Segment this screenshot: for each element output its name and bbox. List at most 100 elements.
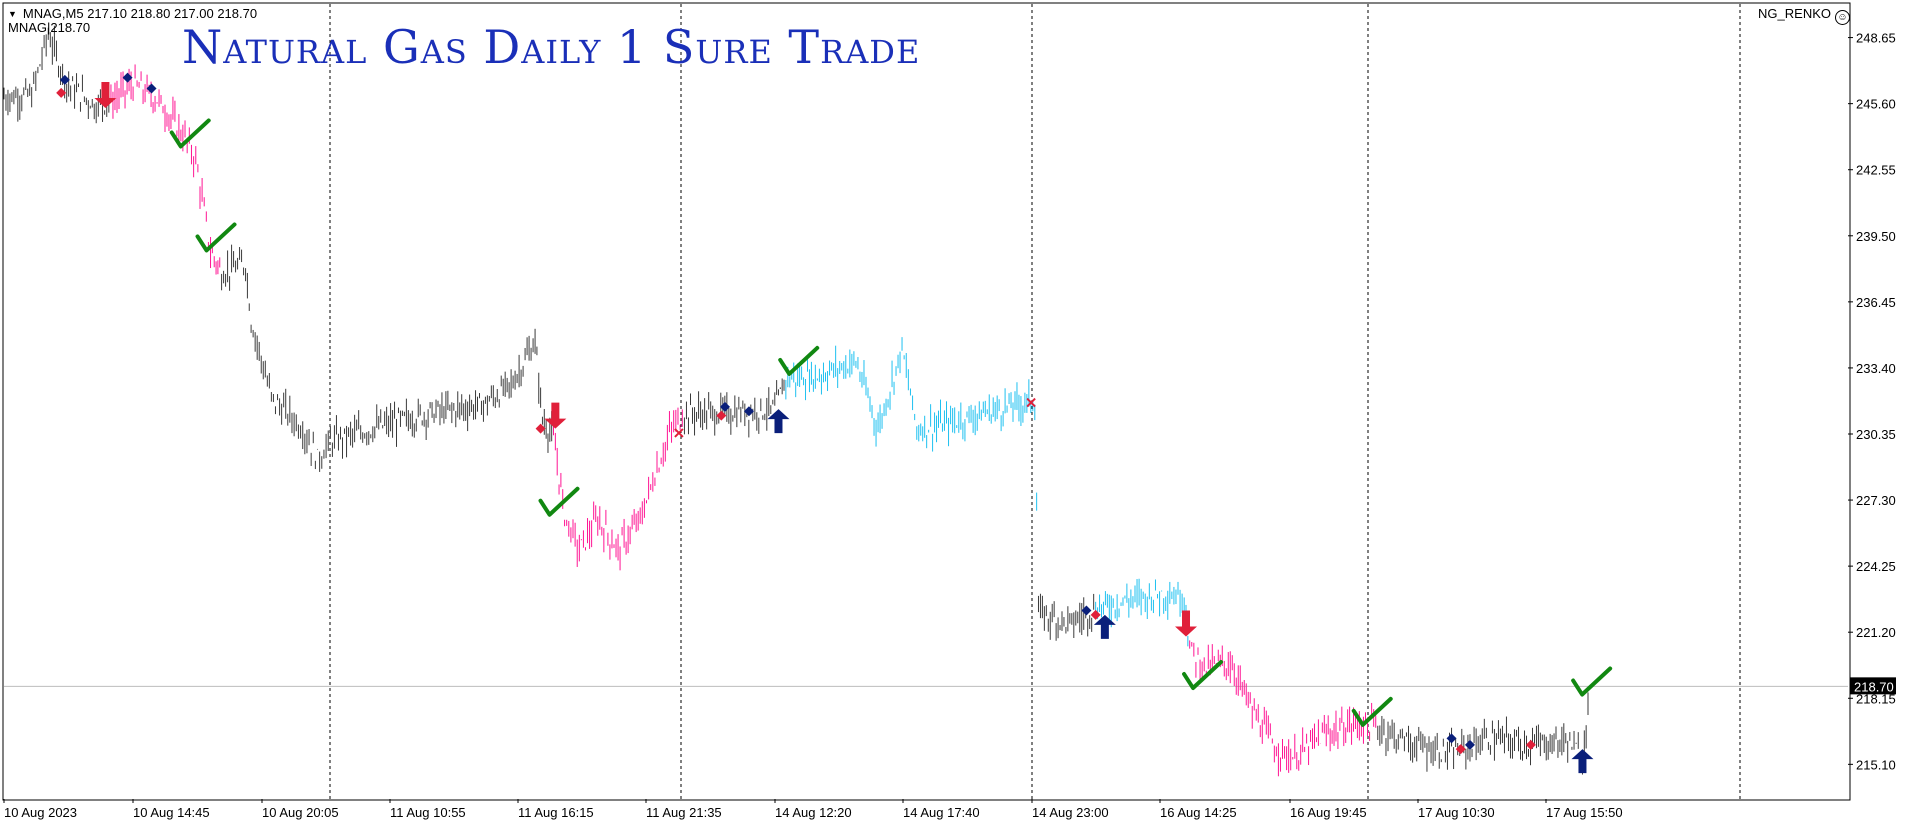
price-segment-neutral (1037, 593, 1069, 641)
price-segment-bullish (943, 401, 980, 447)
collapse-triangle-icon[interactable]: ▼ (8, 9, 17, 19)
buy-diamond-icon (122, 72, 133, 83)
price-tag: MNAG|218.70 (8, 20, 91, 35)
buy-arrow-icon (767, 409, 790, 434)
price-segment-bearish (1189, 640, 1205, 681)
price-segment-neutral (1377, 715, 1414, 763)
price-segment-bearish (564, 519, 578, 567)
buy-diamond-icon (743, 406, 754, 417)
buy-diamond-icon (59, 74, 70, 85)
sell-arrow-icon (94, 81, 117, 108)
price-segment-bearish (617, 509, 639, 571)
price-segment-bearish (1294, 719, 1323, 771)
sell-diamond-icon (1525, 739, 1536, 750)
price-segment-neutral (289, 395, 302, 439)
sell-arrow-icon (544, 402, 567, 429)
y-tick-label: 242.55 (1856, 163, 1896, 178)
sell-diamond-icon (716, 410, 727, 421)
price-segment-neutral (3, 78, 31, 122)
check-mark-icon (1182, 660, 1224, 691)
exit-cross-icon (674, 428, 684, 438)
x-tick-label: 10 Aug 2023 (4, 805, 77, 820)
check-mark-icon (169, 118, 211, 149)
price-segment-neutral (1534, 723, 1567, 761)
session-separators (329, 4, 1741, 799)
y-tick-label: 245.60 (1856, 97, 1896, 112)
check-mark-icon (195, 222, 237, 253)
indicator-label[interactable]: NG_RENKO ☺ (1758, 6, 1850, 25)
price-segment-bearish (671, 407, 683, 443)
y-tick-label: 227.30 (1856, 493, 1896, 508)
price-segment-neutral (1414, 726, 1450, 772)
y-tick-label: 218.15 (1856, 691, 1896, 706)
price-segment-neutral (482, 371, 510, 422)
price-segment-neutral (270, 388, 289, 426)
buy-diamond-icon (1446, 733, 1457, 744)
price-segment-bullish (1128, 578, 1165, 620)
sell-diamond-icon (1455, 744, 1466, 755)
price-segment-bearish (639, 472, 654, 525)
price-segment-bearish (156, 89, 182, 142)
sell-diamond-icon (1090, 609, 1101, 620)
price-segment-neutral (1487, 716, 1534, 766)
check-mark-icon (1351, 696, 1393, 727)
price-segment-bearish (1323, 706, 1358, 752)
price-segment-neutral (47, 25, 66, 99)
price-segment-neutral (66, 71, 95, 120)
x-tick-label: 11 Aug 10:55 (390, 805, 466, 820)
price-segment-neutral (245, 268, 250, 311)
x-axis: 10 Aug 2023 10 Aug 14:45 10 Aug 20:05 11 Au… (3, 799, 1623, 820)
y-tick-label: 221.20 (1856, 625, 1896, 640)
price-bars (3, 25, 1589, 777)
symbol-info-text: MNAG,M5 217.10 218.80 217.00 218.70 (22, 6, 258, 21)
x-tick-label: 11 Aug 16:15 (518, 805, 594, 820)
exit-cross-icon (1026, 397, 1036, 408)
price-segment-bullish (901, 337, 916, 421)
x-tick-label: 14 Aug 23:00 (1032, 805, 1109, 820)
indicator-name: NG_RENKO (1758, 6, 1831, 21)
sell-diamond-icon (535, 423, 546, 434)
signal-markers (56, 72, 1613, 774)
price-segment-bearish (1229, 651, 1253, 729)
price-segment-bearish (578, 501, 597, 562)
price-segment-bullish (855, 357, 877, 447)
price-segment-bullish (785, 356, 814, 401)
price-segment-bearish (597, 506, 617, 560)
price-segment-bearish (1253, 698, 1275, 763)
buy-diamond-icon (1081, 605, 1092, 616)
y-axis: 248.65 245.60 242.55 239.50 236.45 233.40 230.… (1848, 31, 1896, 772)
check-mark-icon (1571, 666, 1613, 697)
buy-arrow-icon (1093, 614, 1116, 639)
symbol-info: ▼ MNAG,M5 217.10 218.80 217.00 218.70 (8, 6, 257, 21)
y-tick-label: 230.35 (1856, 427, 1896, 442)
price-segment-bullish (1034, 404, 1038, 511)
y-tick-label: 239.50 (1856, 229, 1896, 244)
y-tick-label: 233.40 (1856, 361, 1896, 376)
price-segment-bullish (877, 351, 901, 434)
x-tick-label: 17 Aug 10:30 (1418, 805, 1495, 820)
smiley-icon: ☺ (1835, 10, 1850, 25)
y-tick-label: 215.10 (1856, 757, 1896, 772)
price-segment-bullish (1165, 581, 1183, 620)
x-tick-label: 10 Aug 14:45 (133, 805, 210, 820)
price-segment-neutral (221, 244, 245, 291)
sell-diamond-icon (56, 87, 67, 98)
price-segment-neutral (510, 335, 534, 398)
x-tick-label: 16 Aug 14:25 (1160, 805, 1237, 820)
current-price-label: 218.70 (1854, 679, 1894, 694)
y-tick-label: 224.25 (1856, 559, 1896, 574)
x-tick-label: 14 Aug 12:20 (775, 805, 852, 820)
price-segment-neutral (250, 324, 270, 389)
x-tick-label: 11 Aug 21:35 (646, 805, 722, 820)
chart-banner: Natural Gas Daily 1 Sure Trade (182, 20, 921, 74)
check-mark-icon (778, 345, 820, 376)
buy-diamond-icon (1464, 739, 1475, 750)
price-segment-neutral (372, 398, 427, 447)
x-tick-label: 17 Aug 15:50 (1546, 805, 1623, 820)
buy-diamond-icon (720, 401, 731, 412)
sell-arrow-icon (1175, 610, 1198, 637)
price-segment-neutral (31, 34, 47, 108)
price-segment-bearish (1275, 738, 1294, 777)
